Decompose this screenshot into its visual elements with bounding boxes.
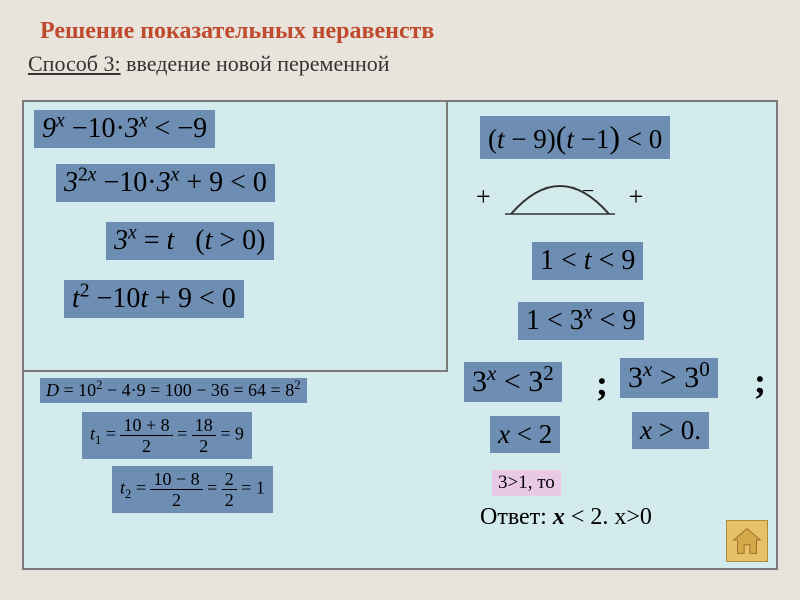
factored-form: (t − 9)(t −1) < 0 <box>480 116 670 159</box>
work-panel: 9x −10·3x < −9 32x −10·3x + 9 < 0 3x = t… <box>22 100 778 570</box>
minus-sign: − <box>582 178 594 204</box>
semicolon-1: ; <box>596 362 608 404</box>
result-right: x > 0. <box>632 412 709 449</box>
home-button[interactable] <box>726 520 768 562</box>
answer: Ответ: x < 2. x>0 <box>480 504 652 531</box>
home-icon <box>727 521 767 561</box>
subtitle: Способ 3: введение новой переменной <box>0 51 800 83</box>
method-label: Способ 3: <box>28 51 121 76</box>
base-note: 3>1, то <box>492 470 561 496</box>
horizontal-divider <box>24 370 448 372</box>
method-text: введение новой переменной <box>121 51 390 76</box>
semicolon-2: ; <box>754 360 766 402</box>
sign-diagram: + + <box>476 176 643 218</box>
equation-1: 9x −10·3x < −9 <box>34 110 215 148</box>
t-range: 1 < t < 9 <box>532 242 643 280</box>
ineq-right: 3x > 30 <box>620 358 718 398</box>
root-t1: t1 = 10 + 82 = 182 = 9 <box>82 412 252 459</box>
result-left: x < 2 <box>490 416 560 453</box>
ineq-left: 3x < 32 <box>464 362 562 402</box>
substitution: 3x = t (t > 0) <box>106 222 274 260</box>
discriminant: D = 102 − 4·9 = 100 − 36 = 64 = 82 <box>40 378 307 403</box>
plus-left: + <box>476 182 491 212</box>
3x-range: 1 < 3x < 9 <box>518 302 644 340</box>
equation-2: 32x −10·3x + 9 < 0 <box>56 164 275 202</box>
quadratic: t2 −10t + 9 < 0 <box>64 280 244 318</box>
vertical-divider <box>446 102 448 370</box>
parabola-icon <box>505 176 615 218</box>
root-t2: t2 = 10 − 82 = 22 = 1 <box>112 466 273 513</box>
page-title: Решение показательных неравенств <box>0 0 800 51</box>
plus-right: + <box>629 182 644 212</box>
